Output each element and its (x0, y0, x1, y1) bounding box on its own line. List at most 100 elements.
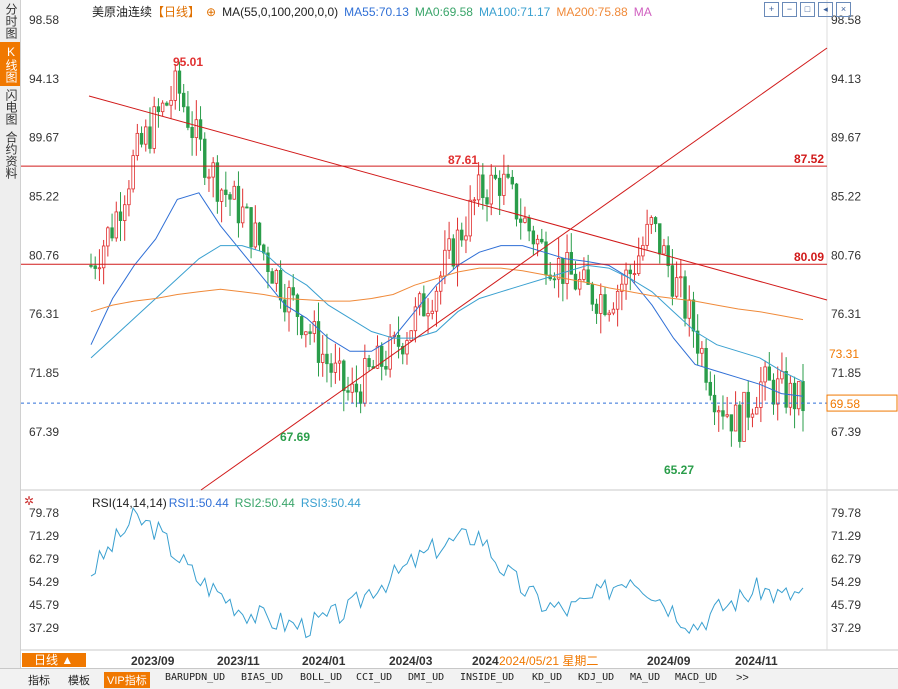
candle-down (708, 381, 713, 396)
time-label: 2023/09 (131, 654, 175, 668)
sidebar-tab-flash[interactable]: 闪电图 (4, 89, 18, 125)
candle-down (704, 347, 708, 383)
tab-boll[interactable]: BOLL_UD (300, 672, 343, 683)
rsi3-value: RSI3:50.44 (300, 496, 361, 510)
candle-down (531, 230, 536, 245)
rsi2-value: RSI2:50.44 (234, 496, 295, 510)
candle-up (169, 99, 173, 106)
last-price-label: 69.58 (830, 397, 860, 411)
candle-down (552, 278, 557, 281)
annotation-high-2023: 95.01 (173, 55, 203, 69)
candle-down (379, 345, 384, 367)
tab-kd[interactable]: KD_UD (532, 672, 563, 683)
candle-up (232, 185, 236, 200)
rsi-left-tick: 45.79 (29, 598, 59, 612)
zoom-in-icon[interactable]: + (764, 2, 779, 17)
sidebar-tab-kline[interactable]: K线图 (0, 42, 20, 86)
candle-up (219, 189, 224, 202)
zoom-out-icon[interactable]: − (782, 2, 797, 17)
candle-up (101, 245, 106, 269)
rsi-right-tick: 62.79 (831, 552, 861, 566)
time-label: 2024/11 (735, 654, 778, 668)
candle-up (312, 321, 316, 334)
candle-up (742, 391, 746, 442)
period-tag[interactable]: 【日线】 (152, 5, 201, 19)
tab-vip-indicators[interactable]: VIP指标 (104, 672, 150, 688)
candle-up (240, 206, 245, 224)
candle-up (127, 188, 131, 206)
tab-ma[interactable]: MA_UD (630, 672, 661, 683)
candle-down (278, 270, 283, 301)
candle-up (523, 217, 527, 223)
candle-down (316, 321, 321, 363)
tab-dmi[interactable]: DMI_UD (408, 672, 445, 683)
time-label: 2024 (472, 654, 499, 668)
ma100-line (90, 245, 804, 383)
candle-up (413, 306, 418, 332)
period-select[interactable]: 日线 ▲ (22, 653, 86, 667)
candle-up (687, 299, 691, 319)
rsi-left-tick: 54.29 (29, 575, 59, 589)
sidebar-tab-contract[interactable]: 合约资料 (4, 131, 18, 179)
candle-down (460, 229, 464, 241)
rsi-left-tick: 79.78 (29, 506, 59, 520)
tab-templates[interactable]: 模板 (68, 675, 90, 687)
candle-up (434, 290, 439, 312)
tab-inside[interactable]: INSIDE_UD (460, 672, 515, 683)
tab-more[interactable]: >> (736, 672, 749, 684)
candle-down (266, 252, 270, 272)
candle-up (194, 119, 199, 139)
instrument-title: 美原油连续 (92, 5, 153, 19)
candle-up (468, 199, 472, 237)
tab-kdj[interactable]: KDJ_UD (578, 672, 615, 683)
highlight-price-label: 73.31 (829, 347, 859, 361)
candle-up (535, 238, 540, 245)
rsi-axis: 79.78 79.78 71.29 71.29 62.79 62.79 54.29 54.29… (29, 506, 861, 635)
candle-up (725, 414, 729, 417)
tab-barupdn[interactable]: BARUPDN_UD (165, 672, 226, 683)
candle-up (645, 223, 649, 246)
ma200-line (90, 267, 804, 321)
candle-up (759, 381, 763, 408)
sidebar-tab-intraday[interactable]: 分时图 (4, 3, 18, 39)
candle-down (215, 162, 220, 202)
candle-down (746, 391, 750, 418)
candle-down (784, 371, 788, 408)
gear-icon[interactable]: ✲ (24, 494, 35, 508)
candle-up (750, 413, 755, 418)
tab-bias[interactable]: BIAS_UD (241, 672, 284, 683)
fullscreen-icon[interactable]: □ (800, 2, 815, 17)
rsi-params: RSI(14,14,14) (92, 496, 167, 510)
candle-up (599, 294, 603, 314)
candle-down (148, 126, 152, 149)
candle-up (405, 340, 409, 355)
tab-indicators[interactable]: 指标 (28, 675, 50, 687)
kline-chart[interactable]: 69.58 73.31 98.58 94.13 89.67 85.22 80.76 76.3… (21, 0, 898, 668)
close-icon[interactable]: × (836, 2, 851, 17)
candle-up (333, 362, 338, 373)
candle-down (658, 223, 662, 255)
candle-up (123, 204, 127, 221)
candle-down (203, 138, 207, 178)
candle-down (329, 363, 333, 373)
annotation-high-2024: 87.61 (448, 153, 478, 167)
candle-down (367, 358, 371, 367)
add-icon[interactable]: ⊕ (206, 5, 217, 19)
tab-macd[interactable]: MACD_UD (675, 672, 718, 683)
ma200-value: MA200:75.88 (556, 5, 628, 19)
candle-down (527, 217, 531, 232)
candle-down (165, 102, 169, 106)
arrow-left-icon[interactable]: ◂ (818, 2, 833, 17)
left-price-axis: 98.58 94.13 89.67 85.22 80.76 76.31 71.85 67.39 (29, 13, 59, 439)
left-price-tick: 80.76 (29, 248, 59, 262)
candle-up (733, 404, 738, 432)
candle-up (106, 227, 110, 247)
candle-up (160, 102, 165, 113)
tab-cci[interactable]: CCI_UD (356, 672, 393, 683)
candle-up (489, 174, 493, 205)
right-price-tick: 71.85 (831, 366, 861, 380)
candle-down (771, 379, 776, 405)
price-pane (21, 0, 898, 490)
candle-down (493, 174, 498, 179)
